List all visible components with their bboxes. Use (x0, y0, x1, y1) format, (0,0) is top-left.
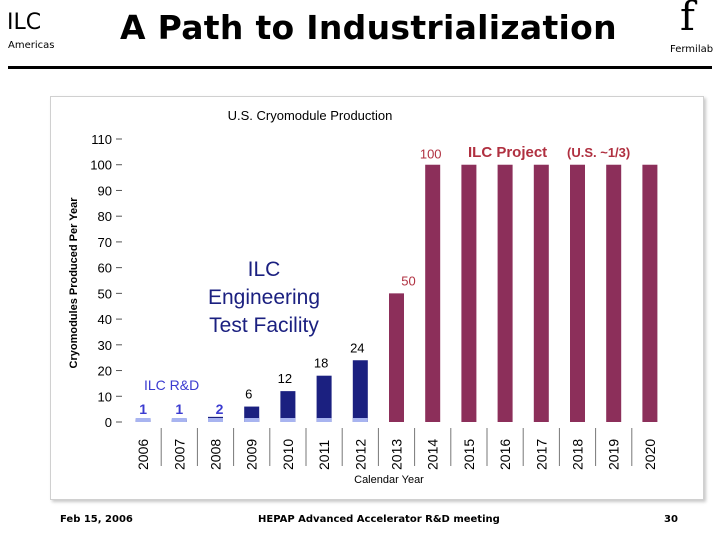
bar-base-highlight (244, 418, 260, 422)
bar-2011 (316, 375, 332, 422)
bar-2013 (389, 293, 404, 422)
x-tick-label-2010: 2010 (280, 439, 296, 470)
y-tick-label: 60 (98, 261, 112, 276)
project-share-label: (U.S. ~1/3) (567, 145, 630, 160)
bar-2010 (280, 391, 296, 422)
bar-base-highlight (171, 418, 187, 422)
bar-2018 (570, 164, 585, 422)
y-tick-label: 70 (98, 235, 112, 250)
data-label: 100 (420, 147, 442, 162)
y-tick-label: 90 (98, 183, 112, 198)
bar-2017 (533, 164, 549, 422)
x-axis-label: Calendar Year (354, 474, 424, 486)
slide-title: A Path to Industrialization (120, 8, 617, 47)
y-tick-label: 110 (91, 132, 112, 147)
bar-2016 (497, 164, 513, 422)
etf-label-line1: ILC (248, 258, 281, 281)
x-tick-label-2006: 2006 (135, 439, 151, 470)
x-tick-label-2017: 2017 (533, 439, 549, 470)
data-label: 12 (278, 371, 292, 386)
footer-page-number: 30 (664, 514, 678, 525)
data-label: 24 (350, 340, 364, 355)
data-label: 1 (175, 401, 183, 417)
bar-2012 (352, 360, 368, 422)
bar-base-highlight (280, 418, 296, 422)
x-tick-label-2020: 2020 (642, 439, 658, 470)
chart-frame (50, 96, 704, 500)
rnd-series-label: ILC R&D (144, 377, 199, 393)
x-tick-label-2018: 2018 (570, 439, 586, 470)
fermilab-text: Fermilab (670, 44, 714, 55)
x-tick-label-2011: 2011 (316, 440, 332, 470)
data-label: 1 (139, 401, 147, 417)
bar-2019 (606, 164, 622, 422)
bar-base-highlight (316, 418, 332, 422)
data-label: 6 (245, 387, 252, 402)
x-tick-label-2015: 2015 (461, 439, 477, 470)
bar-2015 (461, 164, 477, 422)
x-tick-label-2007: 2007 (171, 439, 187, 470)
chart-title: U.S. Cryomodule Production (228, 108, 393, 123)
y-tick-label: 100 (90, 158, 112, 173)
y-tick-label: 10 (98, 389, 112, 404)
bar-2020 (642, 164, 658, 422)
y-axis-ticks: 0 10 20 30 40 50 60 70 80 90 100 110 (90, 132, 122, 430)
y-tick-label: 20 (98, 364, 112, 379)
x-tick-label-2019: 2019 (606, 439, 622, 470)
etf-label-line3: Test Facility (209, 314, 319, 337)
bar-series (135, 164, 658, 422)
y-tick-label: 50 (98, 286, 112, 301)
x-tick-label-2012: 2012 (352, 439, 368, 470)
y-tick-label: 30 (98, 338, 112, 353)
title-divider (8, 66, 712, 69)
y-tick-label: 40 (98, 312, 112, 327)
bar-base-highlight (135, 418, 151, 422)
y-tick-label: 0 (105, 415, 112, 430)
bar-base-highlight (208, 418, 223, 422)
bar-base-highlight (352, 418, 368, 422)
data-label: 50 (401, 273, 415, 288)
x-tick-label-2013: 2013 (389, 439, 405, 470)
footer-date: Feb 15, 2006 (60, 514, 133, 525)
y-tick-label: 80 (98, 209, 112, 224)
x-tick-label-2014: 2014 (425, 439, 441, 470)
x-tick-label-2008: 2008 (208, 439, 224, 470)
etf-annotation-box (196, 250, 332, 336)
fermilab-logo-icon: f (680, 0, 695, 40)
etf-label-line2: Engineering (208, 286, 320, 309)
x-tick-label-2016: 2016 (497, 439, 513, 470)
x-axis-ticks: 2006 2007 2008 2009 2010 2011 2012 2013 2014 2015… (135, 428, 658, 470)
footer-meeting: HEPAP Advanced Accelerator R&D meeting (258, 514, 500, 525)
x-tick-label-2009: 2009 (244, 439, 260, 470)
project-series-label: ILC Project (468, 144, 547, 161)
ilc-logo-text: ILC (7, 10, 42, 35)
data-label: 18 (314, 356, 328, 371)
ilc-americas-subtext: Americas (8, 40, 55, 51)
data-label: 2 (216, 401, 224, 417)
bar-2014 (425, 164, 441, 422)
y-axis-label: Cryomodules Produced Per Year (68, 197, 80, 369)
